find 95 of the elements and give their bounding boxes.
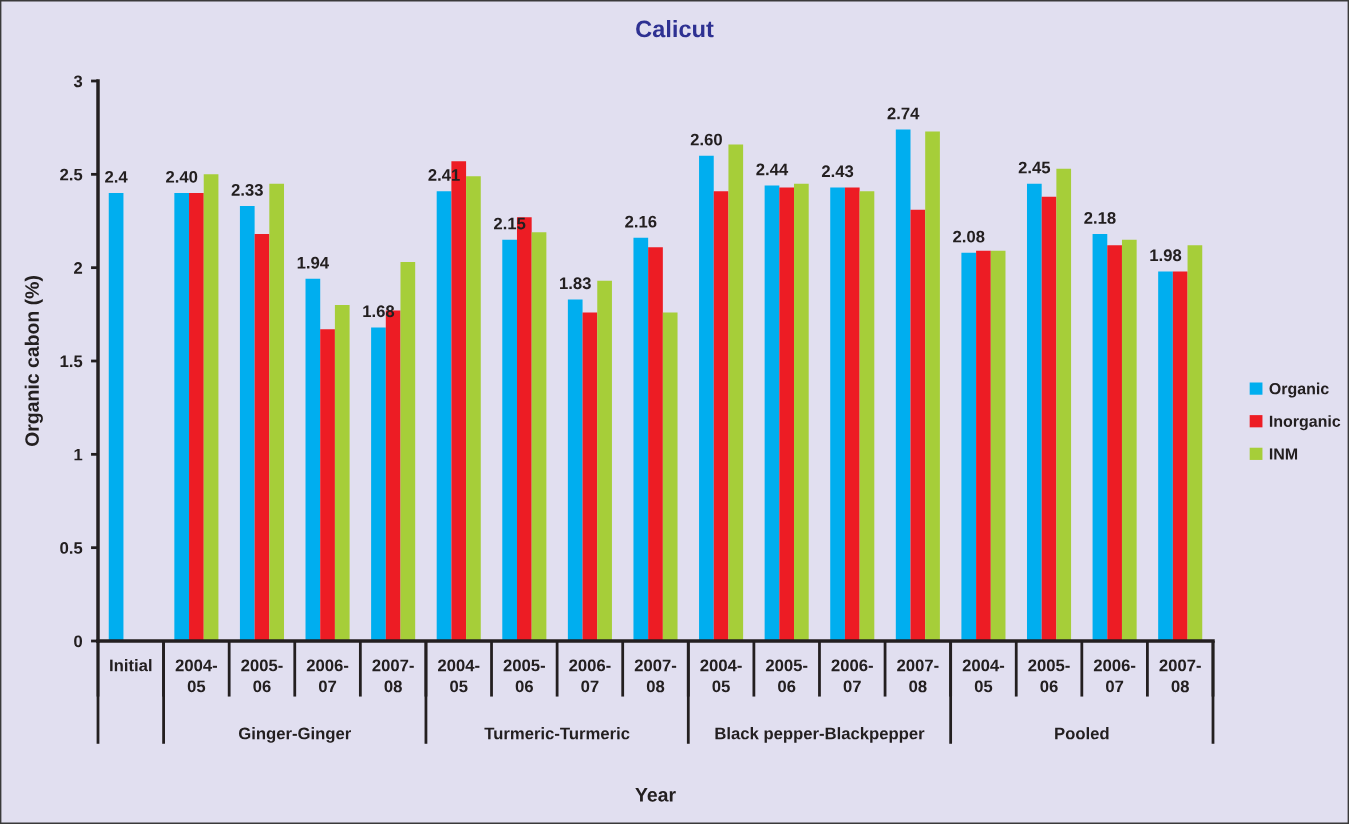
bar: [320, 329, 335, 641]
bar: [1158, 271, 1173, 641]
x-tick-label: 2004- 05: [962, 659, 1005, 693]
data-label: 1.68: [363, 305, 395, 318]
bar: [1187, 245, 1203, 641]
bar: [1092, 234, 1108, 641]
data-label: 2.08: [953, 230, 985, 243]
x-tick-label: 2006- 07: [831, 659, 873, 693]
bar: [910, 209, 926, 641]
bar: [108, 193, 124, 641]
y-tick-label: 1: [74, 448, 83, 461]
bar: [1172, 271, 1188, 641]
data-label: 2.18: [1084, 212, 1116, 224]
chart-title: Calicut: [636, 20, 714, 38]
data-label: 2.43: [821, 165, 854, 178]
data-label: 2.4: [105, 170, 128, 183]
bar: [1056, 168, 1072, 641]
bar: [728, 144, 744, 641]
bar: [1041, 196, 1057, 641]
x-tick-label: 2005- 06: [503, 659, 545, 693]
x-tick-label: 2004- 05: [175, 659, 218, 693]
bar: [305, 278, 321, 641]
bar: [779, 187, 795, 641]
bar: [764, 185, 780, 641]
data-label: 1.94: [297, 256, 329, 269]
x-tick-label: 2006- 07: [306, 659, 349, 693]
legend-label: Organic: [1269, 382, 1329, 398]
y-tick-label: 3: [73, 75, 83, 88]
bar: [502, 239, 517, 641]
bar: [597, 280, 612, 641]
bar: [648, 247, 663, 641]
x-tick-label: 2004- 05: [700, 659, 742, 693]
bar: [844, 187, 860, 641]
bar: [400, 262, 416, 641]
text: Turmeric-Turmeric: [484, 727, 630, 740]
legend-label: Inorganic: [1269, 415, 1341, 431]
bar: [371, 327, 386, 641]
bar: [531, 232, 547, 641]
x-tick-label: 2007- 08: [372, 659, 414, 693]
bar: [699, 155, 714, 641]
data-label: 2.44: [756, 163, 789, 176]
bar: [976, 250, 991, 641]
bar: [582, 312, 598, 641]
text: Pooled: [1055, 727, 1109, 740]
x-tick-label: 2007- 08: [1159, 659, 1201, 693]
bar: [1121, 239, 1137, 641]
bar: [436, 191, 452, 641]
data-label: 2.60: [690, 133, 722, 146]
bar: [466, 176, 481, 641]
data-label: 1.98: [1150, 249, 1182, 262]
y-axis-title: Organic cabon (%): [24, 276, 43, 447]
x-tick-label: 2005- 06: [241, 659, 283, 693]
bar: [174, 193, 190, 641]
data-label: 1.83: [560, 277, 591, 290]
x-tick-label: 2005- 06: [1028, 659, 1070, 693]
x-tick-label: 2006- 07: [569, 659, 611, 693]
x-tick-label: 2006- 07: [1093, 659, 1136, 693]
data-label: 2.40: [166, 170, 198, 183]
data-label: 2.33: [231, 184, 263, 196]
x-tick-label: 2005- 06: [765, 659, 808, 693]
data-label: 2.74: [887, 107, 920, 120]
data-label: 2.45: [1018, 161, 1051, 174]
text: Ginger-Ginger: [238, 727, 351, 743]
y-tick-label: 0: [74, 635, 83, 648]
bar: [961, 252, 977, 641]
bar: [334, 305, 350, 641]
bar: [895, 129, 911, 641]
y-tick-label: 2.5: [60, 168, 83, 181]
x-tick-label: 2004- 05: [438, 659, 480, 693]
bar: [925, 131, 940, 641]
legend-label: INM: [1269, 448, 1298, 460]
y-tick-label: 0.5: [60, 542, 83, 554]
bar: [189, 193, 204, 641]
bar: [203, 174, 219, 641]
text: Black pepper-Blackpepper: [715, 727, 925, 743]
bar: [662, 312, 678, 641]
bar: [633, 237, 649, 641]
x-tick-label: Initial: [110, 659, 152, 672]
data-label: 2.16: [625, 215, 657, 228]
bar: [269, 183, 285, 641]
bar: [830, 187, 845, 641]
x-axis-title: Year: [635, 788, 676, 802]
bar: [239, 206, 255, 641]
bar: [713, 191, 729, 641]
y-tick-label: 2: [74, 262, 83, 274]
bar: [1107, 245, 1122, 641]
bar: [990, 250, 1006, 641]
bar: [567, 299, 583, 641]
bar: [859, 191, 875, 641]
bar: [1026, 183, 1042, 641]
bar: [254, 234, 270, 641]
y-tick-label: 1.5: [60, 355, 83, 368]
x-tick-label: 2007- 08: [634, 659, 677, 693]
bar: [794, 183, 809, 641]
x-tick-label: 2007- 08: [897, 659, 939, 693]
